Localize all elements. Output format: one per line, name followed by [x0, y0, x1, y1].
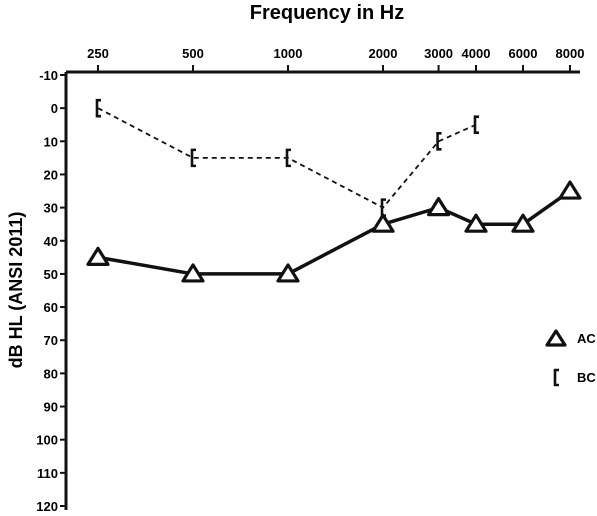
bc-data-point: [285, 148, 291, 168]
series-marker-group: [86, 98, 582, 283]
y-tick-label: 40: [44, 234, 58, 249]
series-line-bc: [97, 107, 477, 209]
y-tick-label: 0: [51, 101, 58, 116]
ac-data-point: [276, 263, 300, 283]
x-tick-label: 250: [87, 46, 109, 61]
y-tick-label: 60: [44, 300, 58, 315]
ac-data-point: [371, 213, 395, 233]
ac-data-point: [426, 197, 451, 217]
y-tick-group: -10 0 10 20 30 40 50 60 70 80 90 100 110 120: [36, 68, 66, 514]
x-tick-label: 1000: [274, 46, 303, 61]
legend-bc-label: BC: [577, 370, 596, 385]
legend: AC BC: [545, 329, 596, 387]
ac-data-point: [86, 246, 110, 266]
x-tick-label: 3000: [424, 46, 453, 61]
ac-data-point: [181, 263, 205, 283]
ac-data-point: [464, 213, 488, 233]
legend-bc-marker: [553, 368, 559, 387]
ac-data-point: [511, 213, 535, 233]
x-tick-label: 500: [182, 46, 204, 61]
y-tick-label: -10: [39, 68, 58, 83]
y-tick-label: 50: [44, 267, 58, 282]
y-tick-label: 120: [36, 499, 58, 514]
y-tick-label: 30: [44, 201, 58, 216]
x-tick-label: 6000: [509, 46, 538, 61]
x-tick-group: 250 500 1000 2000 3000 4000 6000 8000: [87, 46, 584, 72]
y-tick-label: 70: [44, 333, 58, 348]
y-axis-label: dB HL (ANSI 2011): [6, 212, 26, 369]
chart-title: Frequency in Hz: [250, 2, 404, 24]
y-tick-label: 20: [44, 167, 58, 182]
y-tick-label: 10: [44, 134, 58, 149]
legend-ac-marker: [545, 329, 567, 347]
bc-data-point: [380, 198, 386, 217]
legend-ac-label: AC: [577, 331, 596, 346]
y-tick-label: 110: [37, 466, 58, 481]
y-tick-label: 90: [44, 400, 58, 415]
bc-data-point: [95, 98, 101, 118]
bc-data-point: [473, 115, 479, 135]
x-tick-label: 2000: [369, 46, 398, 61]
ac-data-point: [558, 180, 582, 200]
series-line-group: [97, 107, 572, 276]
series-line-ac: [97, 189, 572, 276]
y-tick-label: 100: [36, 433, 58, 448]
bc-data-point: [436, 132, 442, 151]
x-tick-label: 4000: [462, 46, 491, 61]
y-tick-label: 80: [44, 366, 58, 381]
x-tick-label: 8000: [556, 46, 585, 61]
bc-data-point: [190, 148, 196, 168]
